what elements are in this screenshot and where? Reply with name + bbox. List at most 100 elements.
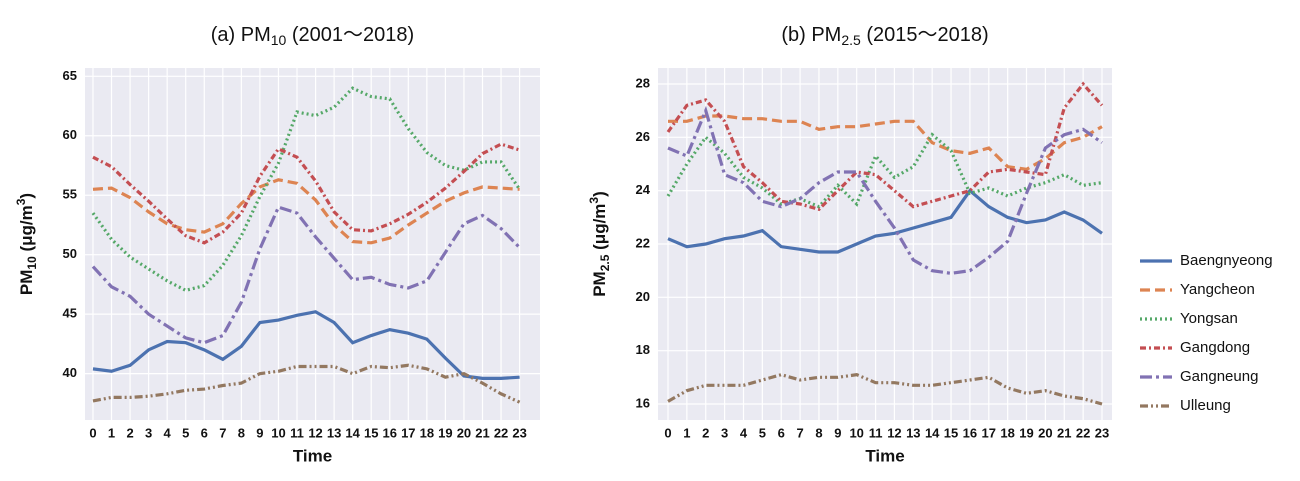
legend-label: Baengnyeong [1180,252,1273,269]
title-part: (2001～2018) [286,24,414,46]
y-tick-label: 60 [63,127,77,142]
x-tick-label: 0 [89,425,96,440]
x-tick-label: 10 [271,425,285,440]
x-tick-label: 1 [108,425,115,440]
y-tick-label: 28 [636,75,650,90]
x-tick-label: 19 [1019,425,1033,440]
x-tick-label: 17 [982,425,996,440]
x-tick-label: 2 [702,425,709,440]
y-label-part: (μg/m [17,205,36,256]
series-line [92,178,520,245]
plot-area [85,68,540,420]
x-tick-label: 17 [401,425,415,440]
x-tick-label: 23 [512,425,526,440]
x-tick-label: 15 [944,425,958,440]
x-tick-label: 22 [494,425,508,440]
y-label-part: 2.5 [598,254,612,271]
legend-label: Ulleung [1180,397,1231,414]
x-tick-label: 20 [1038,425,1052,440]
series-line [92,142,521,245]
x-tick-label: 12 [308,425,322,440]
legend-label: Yongsan [1180,310,1238,327]
y-tick-label: 18 [636,342,650,357]
y-tick-label: 26 [636,129,650,144]
series-line [667,373,1103,406]
x-tick-label: 16 [963,425,977,440]
y-label-part: (μg/m [590,204,609,255]
series-line [91,205,521,345]
y-label-part: PM [17,270,36,296]
x-tick-label: 4 [164,425,172,440]
x-tick-label: 19 [438,425,452,440]
x-tick-label: 12 [887,425,901,440]
title-part: (b) PM [781,24,841,46]
x-tick-label: 6 [778,425,785,440]
x-tick-label: 21 [475,425,489,440]
series-line [667,188,1103,254]
x-axis-label: Time [293,446,332,465]
title-part: 2.5 [841,32,861,48]
x-tick-label: 10 [849,425,863,440]
y-label-part: PM [590,271,609,297]
x-tick-label: 8 [815,425,822,440]
x-tick-label: 20 [457,425,471,440]
y-tick-label: 16 [636,395,650,410]
series-line [92,363,521,404]
x-tick-label: 7 [796,425,803,440]
x-tick-label: 8 [238,425,245,440]
legend-label: Gangdong [1180,339,1250,356]
x-tick-label: 14 [345,425,360,440]
x-tick-label: 11 [290,425,304,440]
y-axis-label: PM10 (μg/m3) [14,193,39,295]
y-label-part: 3 [14,198,28,205]
x-tick-label: 22 [1076,425,1090,440]
y-tick-label: 65 [63,68,77,83]
x-tick-label: 4 [740,425,748,440]
series-line [666,81,1104,212]
x-tick-label: 0 [664,425,671,440]
x-tick-label: 11 [869,425,883,440]
x-tick-label: 7 [219,425,226,440]
y-axis-label: PM2.5 (μg/m3) [587,191,612,297]
x-tick-label: 2 [126,425,133,440]
x-tick-label: 5 [759,425,766,440]
y-tick-label: 45 [63,306,77,321]
legend-label: Yangcheon [1180,281,1255,298]
x-tick-label: 16 [383,425,397,440]
x-tick-label: 6 [201,425,208,440]
x-tick-label: 13 [327,425,341,440]
y-tick-label: 40 [63,365,77,380]
x-tick-label: 18 [1000,425,1014,440]
y-label-part: 3 [587,197,601,204]
x-tick-label: 5 [182,425,189,440]
x-tick-label: 14 [925,425,940,440]
y-tick-label: 55 [63,187,77,202]
y-label-part: 10 [25,256,39,270]
title-part: 10 [271,32,287,48]
chart-title: (b) PM2.5 (2015～2018) [781,24,988,47]
x-tick-label: 9 [834,425,841,440]
x-tick-label: 9 [256,425,263,440]
x-axis-label: Time [865,446,904,465]
x-tick-label: 3 [721,425,728,440]
title-part: (a) PM [211,24,271,46]
series-line [91,86,521,293]
title-part: (2015～2018) [861,24,989,46]
y-label-part: ) [17,193,36,199]
x-tick-label: 21 [1057,425,1071,440]
x-tick-label: 13 [906,425,920,440]
y-tick-label: 20 [636,289,650,304]
y-tick-label: 50 [63,246,77,261]
legend-label: Gangneung [1180,368,1258,385]
x-tick-label: 18 [420,425,434,440]
x-tick-label: 3 [145,425,152,440]
series-line [92,310,520,380]
series-line [667,105,1103,275]
y-label-part: ) [590,191,609,197]
x-tick-label: 1 [683,425,690,440]
x-tick-label: 23 [1095,425,1109,440]
x-tick-label: 15 [364,425,378,440]
y-tick-label: 24 [636,182,651,197]
y-tick-label: 22 [636,235,650,250]
